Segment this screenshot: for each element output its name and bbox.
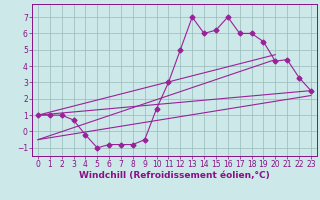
- X-axis label: Windchill (Refroidissement éolien,°C): Windchill (Refroidissement éolien,°C): [79, 171, 270, 180]
